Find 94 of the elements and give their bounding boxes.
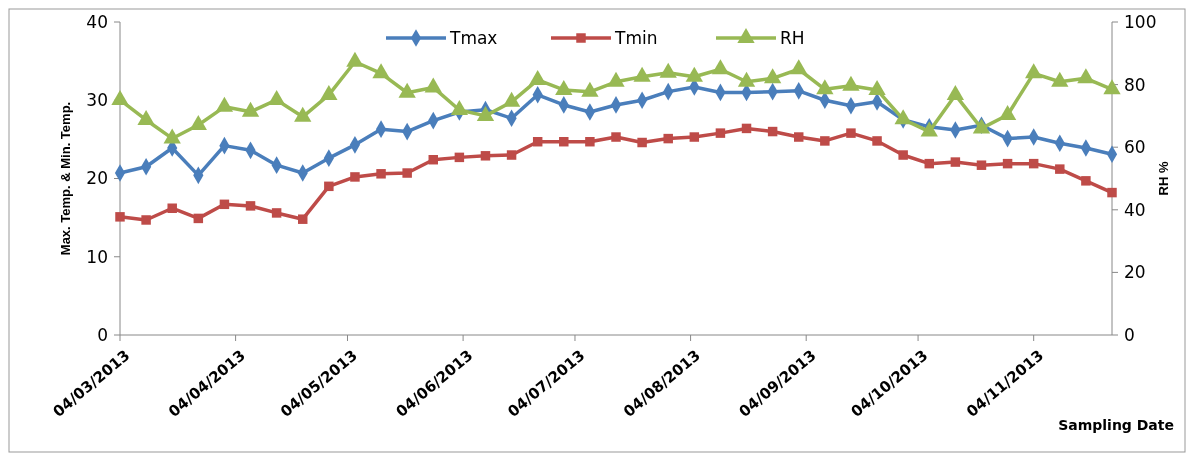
point [141, 215, 151, 225]
point [689, 132, 700, 142]
y-axis-title: Max. Temp. & Min. Temp. [58, 101, 73, 256]
point [685, 66, 703, 82]
point [189, 114, 207, 130]
point [920, 121, 938, 137]
point [1051, 71, 1069, 87]
point [637, 137, 647, 148]
point [1025, 63, 1043, 79]
y-tick-label: 0 [97, 324, 108, 345]
point [350, 172, 360, 182]
point [271, 208, 282, 218]
point [1103, 79, 1121, 95]
point [163, 128, 181, 144]
y-tick-label: 20 [86, 168, 108, 189]
point [816, 79, 834, 95]
point [428, 154, 439, 165]
point [450, 99, 469, 115]
point [767, 126, 778, 137]
point [1107, 187, 1117, 198]
point [741, 123, 752, 134]
point [607, 71, 625, 87]
point [868, 79, 886, 95]
point [659, 62, 677, 78]
y2-tick-label: 100 [1124, 11, 1157, 32]
point [763, 68, 782, 84]
point [398, 82, 416, 98]
point [585, 136, 595, 147]
legend-label: Tmin [614, 27, 658, 48]
point [215, 96, 234, 112]
point [294, 106, 312, 122]
point [502, 91, 521, 107]
point [454, 152, 465, 163]
point [476, 105, 495, 121]
point [1081, 176, 1091, 186]
point [737, 71, 756, 87]
point [111, 89, 129, 105]
point [1077, 68, 1095, 84]
y2-tick-label: 40 [1124, 199, 1146, 220]
point [842, 75, 860, 91]
point [633, 66, 651, 82]
point [241, 101, 260, 117]
point [820, 136, 830, 146]
point [1028, 158, 1039, 169]
point [898, 150, 908, 160]
point [324, 181, 334, 192]
point [219, 199, 230, 210]
point [532, 136, 543, 147]
y-tick-label: 40 [86, 11, 108, 32]
point [846, 128, 856, 138]
point [346, 51, 364, 67]
legend-label: Tmax [449, 27, 498, 48]
y2-tick-label: 0 [1124, 324, 1135, 345]
point [998, 104, 1017, 120]
point [372, 63, 390, 79]
point [872, 136, 882, 146]
point [946, 84, 965, 100]
point [529, 69, 547, 85]
point [581, 81, 599, 97]
point [1055, 164, 1065, 174]
point [297, 214, 308, 224]
y2-tick-label: 80 [1124, 74, 1146, 95]
point [402, 168, 412, 178]
point [663, 133, 673, 144]
point [711, 59, 730, 75]
point [972, 118, 991, 134]
point [424, 77, 442, 93]
y-tick-label: 10 [86, 246, 108, 267]
point [480, 151, 491, 161]
y2-tick-label: 20 [1124, 262, 1146, 283]
point [793, 132, 804, 142]
y-tick-label: 30 [86, 90, 108, 111]
point [976, 160, 987, 170]
point [376, 169, 386, 179]
point [245, 201, 256, 211]
point [790, 59, 808, 75]
point [555, 79, 573, 95]
point [137, 109, 155, 125]
point [115, 212, 125, 222]
y2-axis-title: RH % [1156, 161, 1171, 196]
point [320, 84, 338, 100]
point [924, 158, 935, 169]
point [506, 150, 517, 160]
point [167, 203, 177, 213]
legend-label: RH [780, 27, 805, 48]
point [894, 109, 912, 125]
point [950, 157, 961, 167]
point [193, 213, 204, 224]
y2-tick-label: 60 [1124, 137, 1146, 158]
x-axis-title: Sampling Date [1058, 417, 1174, 433]
point [1002, 158, 1013, 169]
point [611, 132, 621, 142]
point [559, 136, 569, 147]
point [715, 128, 726, 138]
